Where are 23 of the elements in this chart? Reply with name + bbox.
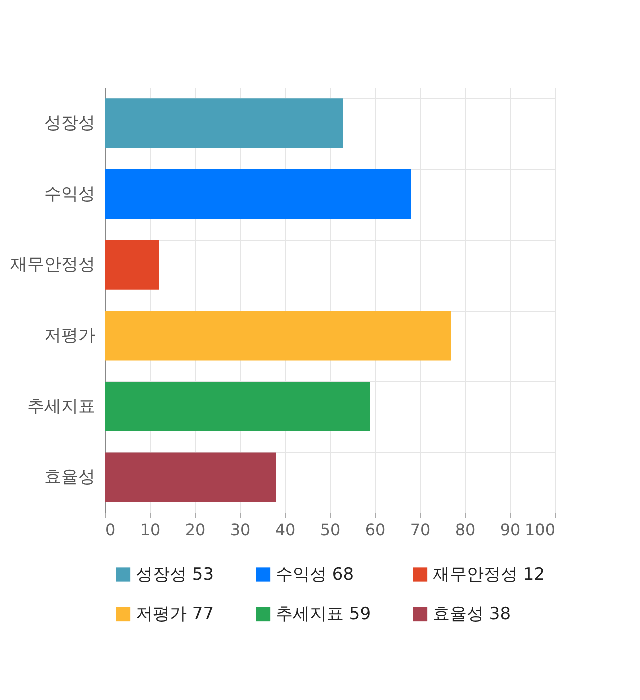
x-tick-label: 90	[500, 520, 521, 540]
x-tick-label: 0	[106, 520, 116, 540]
legend-label: 저평가 77	[136, 604, 214, 624]
legend-label: 수익성 68	[276, 564, 354, 585]
legend-label: 효율성 38	[433, 604, 512, 624]
y-tick-label: 성장성	[44, 113, 96, 134]
legend-label: 재무안정성 12	[433, 564, 546, 585]
x-tick-label: 60	[365, 520, 386, 540]
x-tick-label: 10	[140, 520, 161, 540]
y-tick-label: 재무안정성	[10, 255, 96, 276]
y-tick-label: 추세지표	[28, 396, 96, 417]
x-tick-label: 80	[455, 520, 476, 540]
y-tick-label: 효율성	[44, 468, 96, 488]
legend-label: 추세지표 59	[276, 604, 372, 624]
x-tick-label: 40	[275, 520, 296, 540]
y-tick-label: 저평가	[44, 326, 96, 346]
x-tick-label: 70	[410, 520, 431, 540]
x-tick-label: 100	[524, 520, 556, 540]
x-tick-label: 50	[320, 520, 341, 540]
y-tick-label: 수익성	[44, 184, 96, 204]
x-tick-label: 30	[230, 520, 251, 540]
legend-label: 성장성 53	[136, 564, 214, 585]
x-tick-label: 20	[185, 520, 206, 540]
